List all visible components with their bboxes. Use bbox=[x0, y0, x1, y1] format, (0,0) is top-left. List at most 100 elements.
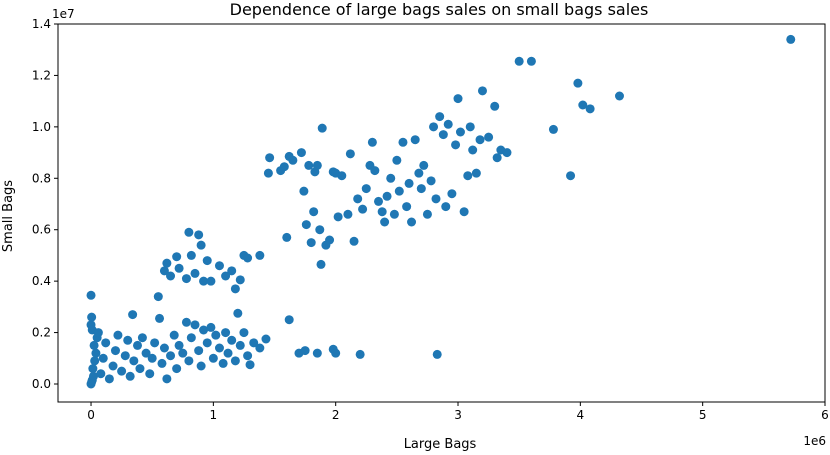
data-point bbox=[243, 253, 253, 263]
data-point bbox=[199, 276, 209, 286]
data-point bbox=[243, 351, 253, 361]
data-point bbox=[475, 135, 485, 145]
chart-title: Dependence of large bags sales on small … bbox=[230, 0, 649, 19]
data-point bbox=[404, 178, 414, 188]
data-point bbox=[133, 340, 143, 350]
data-point bbox=[438, 130, 448, 140]
data-point bbox=[141, 348, 151, 358]
data-point bbox=[129, 356, 139, 366]
data-point bbox=[235, 275, 245, 285]
data-point bbox=[407, 217, 417, 227]
data-point bbox=[392, 155, 402, 165]
data-point bbox=[447, 189, 457, 199]
data-point bbox=[526, 56, 536, 66]
data-point bbox=[435, 112, 445, 122]
data-point bbox=[502, 148, 512, 158]
data-point bbox=[181, 274, 191, 284]
data-point bbox=[394, 186, 404, 196]
data-point bbox=[345, 149, 355, 159]
data-point bbox=[410, 135, 420, 145]
data-point bbox=[317, 123, 327, 133]
y-tick-label: 0.0 bbox=[32, 377, 51, 391]
data-point bbox=[261, 334, 271, 344]
data-point bbox=[325, 235, 335, 245]
data-point bbox=[333, 212, 343, 222]
data-point bbox=[471, 168, 481, 178]
data-point bbox=[153, 292, 163, 302]
data-point bbox=[145, 369, 155, 379]
x-tick-label: 1 bbox=[210, 408, 218, 422]
data-point bbox=[147, 353, 157, 363]
data-point bbox=[367, 137, 377, 147]
data-point bbox=[426, 176, 436, 186]
data-point bbox=[166, 271, 176, 281]
data-point bbox=[566, 171, 576, 181]
data-point bbox=[202, 338, 212, 348]
data-point bbox=[230, 284, 240, 294]
data-point bbox=[316, 259, 326, 269]
data-point bbox=[370, 166, 380, 176]
data-point bbox=[174, 340, 184, 350]
data-point bbox=[221, 271, 231, 281]
data-point bbox=[208, 353, 218, 363]
data-point bbox=[221, 328, 231, 338]
data-point bbox=[186, 250, 196, 260]
data-point bbox=[490, 101, 500, 111]
data-point bbox=[239, 328, 249, 338]
plot-frame bbox=[57, 23, 826, 403]
data-point bbox=[414, 168, 424, 178]
axis-ticks: 0 1 2 3 4 5 6 0.0 0.2 0.4 0.6 0.8 1.0 1.2 1.4 bbox=[32, 17, 829, 422]
data-point bbox=[374, 196, 384, 206]
data-point bbox=[174, 263, 184, 273]
y-tick-label: 0.8 bbox=[32, 171, 51, 185]
data-point bbox=[514, 56, 524, 66]
data-point bbox=[137, 333, 147, 343]
data-point bbox=[172, 364, 182, 374]
data-point bbox=[361, 184, 371, 194]
data-point bbox=[110, 346, 120, 356]
data-point bbox=[135, 364, 145, 374]
data-point bbox=[87, 312, 97, 322]
data-point bbox=[337, 171, 347, 181]
data-point bbox=[214, 261, 224, 271]
data-point bbox=[377, 207, 387, 217]
y-tick-label: 1.0 bbox=[32, 120, 51, 134]
y-offset-label: 1e7 bbox=[52, 7, 75, 21]
data-point bbox=[227, 266, 237, 276]
data-point bbox=[123, 335, 133, 345]
data-point bbox=[386, 173, 396, 183]
data-point bbox=[227, 335, 237, 345]
y-tick-label: 1.2 bbox=[32, 68, 51, 82]
x-tick-label: 4 bbox=[577, 408, 585, 422]
data-point bbox=[194, 346, 204, 356]
data-point bbox=[451, 140, 461, 150]
data-point bbox=[93, 328, 103, 338]
data-point bbox=[245, 360, 255, 370]
data-point bbox=[98, 353, 108, 363]
data-point bbox=[214, 343, 224, 353]
data-point bbox=[614, 91, 624, 101]
data-point bbox=[585, 104, 595, 114]
data-point bbox=[343, 209, 353, 219]
data-point bbox=[211, 330, 221, 340]
y-tick-label: 0.6 bbox=[32, 223, 51, 237]
x-tick-label: 5 bbox=[699, 408, 707, 422]
data-point bbox=[184, 227, 194, 237]
data-point bbox=[431, 194, 441, 204]
data-point bbox=[468, 145, 478, 155]
data-point bbox=[331, 348, 341, 358]
data-point bbox=[108, 361, 118, 371]
data-point bbox=[223, 348, 233, 358]
y-axis-label: Small Bags bbox=[1, 180, 16, 252]
data-point bbox=[455, 127, 465, 137]
data-point bbox=[279, 162, 289, 172]
data-point bbox=[206, 322, 216, 332]
data-point bbox=[233, 308, 243, 318]
data-point bbox=[202, 256, 212, 266]
data-point bbox=[419, 160, 429, 170]
data-point bbox=[159, 266, 169, 276]
data-point bbox=[312, 160, 322, 170]
data-point bbox=[463, 171, 473, 181]
